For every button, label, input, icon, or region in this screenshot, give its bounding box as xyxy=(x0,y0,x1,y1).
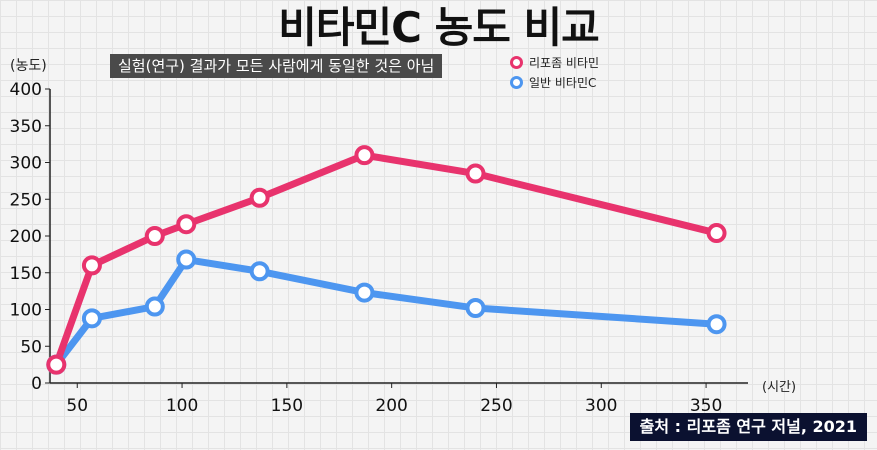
data-point-series-0 xyxy=(465,163,486,184)
page-title: 비타민C 농도 비교 xyxy=(278,3,600,52)
legend: 리포좀 비타민 일반 비타민C xyxy=(510,52,599,92)
legend-item-regular: 일반 비타민C xyxy=(510,72,599,92)
x-axis-ticks: 50 100 150 200 250 300 350 xyxy=(66,383,722,416)
data-point-series-1 xyxy=(706,314,727,335)
legend-marker-regular xyxy=(510,75,523,89)
series-line-0 xyxy=(52,151,721,369)
legend-label-regular: 일반 비타민C xyxy=(529,75,597,90)
data-point-series-1 xyxy=(81,308,102,329)
data-point-series-1 xyxy=(465,298,486,319)
data-point-series-0 xyxy=(46,354,67,375)
data-point-series-0 xyxy=(176,214,197,235)
y-tick-label: 400 xyxy=(10,80,42,100)
data-point-series-0 xyxy=(706,223,727,244)
legend-item-liposome: 리포좀 비타민 xyxy=(510,52,599,72)
y-axis-label: (농도) xyxy=(10,58,47,74)
data-point-series-1 xyxy=(249,261,270,282)
y-tick-label: 100 xyxy=(10,301,42,321)
x-tick-label: 250 xyxy=(480,396,512,416)
x-tick-label: 150 xyxy=(271,396,303,416)
x-tick-label: 350 xyxy=(690,396,722,416)
y-tick-label: 200 xyxy=(10,227,42,247)
y-tick-label: 50 xyxy=(20,337,42,357)
y-tick-label: 250 xyxy=(10,190,42,210)
x-tick-label: 300 xyxy=(585,396,617,416)
data-point-series-0 xyxy=(81,255,102,276)
x-tick-label: 50 xyxy=(66,396,88,416)
series-layer xyxy=(46,145,727,375)
x-tick-label: 200 xyxy=(375,396,407,416)
y-tick-label: 300 xyxy=(10,154,42,174)
data-point-series-0 xyxy=(144,226,165,246)
y-tick-label: 350 xyxy=(10,117,42,137)
legend-marker-liposome xyxy=(510,55,523,69)
source-caption: 출처 : 리포좀 연구 저널, 2021 xyxy=(629,413,867,441)
y-tick-label: 150 xyxy=(10,264,42,284)
data-point-series-1 xyxy=(176,249,197,270)
subtitle-banner: 실험(연구) 결과가 모든 사람에게 동일한 것은 아님 xyxy=(110,54,443,78)
x-axis-label: (시간) xyxy=(762,380,797,395)
series-line-1 xyxy=(52,256,721,369)
data-point-series-1 xyxy=(354,282,375,303)
data-point-series-0 xyxy=(249,187,270,208)
y-axis-ticks: 0 50 100 150 200 250 300 350 400 xyxy=(10,80,50,394)
legend-label-liposome: 리포좀 비타민 xyxy=(529,55,600,70)
y-tick-label: 0 xyxy=(31,374,42,394)
data-point-series-0 xyxy=(354,145,375,166)
data-point-series-1 xyxy=(144,296,165,317)
x-tick-label: 100 xyxy=(166,396,198,416)
